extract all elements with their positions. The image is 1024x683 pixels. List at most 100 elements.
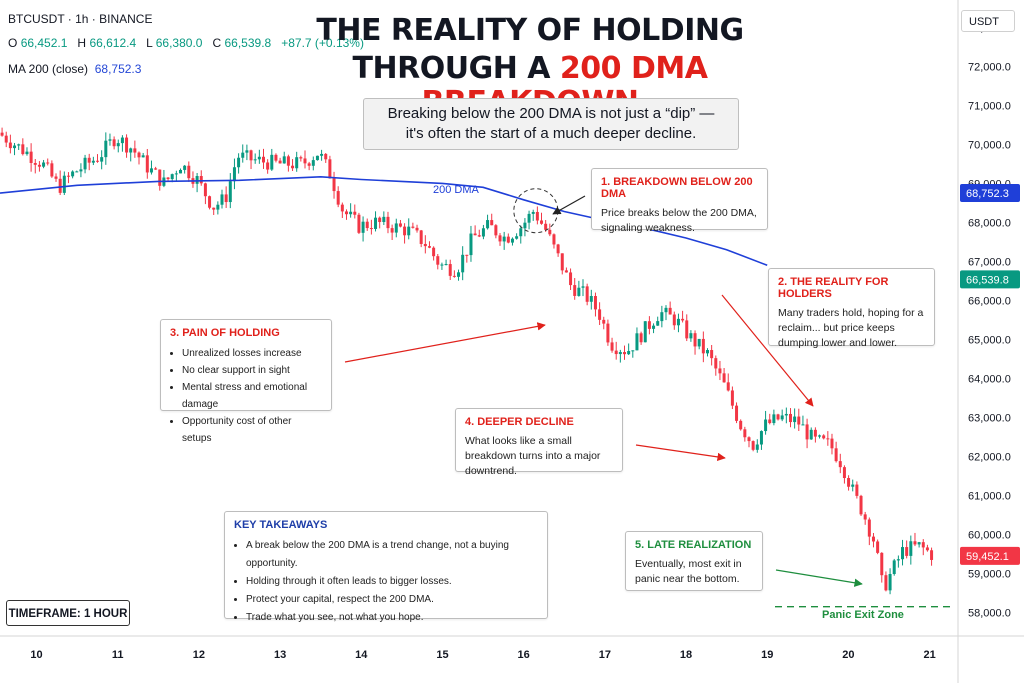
- candle-body: [469, 233, 473, 256]
- candle-body: [145, 155, 149, 173]
- ma-indicator-label[interactable]: MA 200 (close) 68,752.3: [8, 62, 142, 76]
- candle-body: [13, 145, 17, 149]
- candle-body: [42, 162, 46, 167]
- candle-body: [917, 542, 921, 545]
- candle-body: [606, 323, 610, 343]
- price-tick-label: 70,000.0: [968, 139, 1011, 151]
- candle-body: [506, 236, 510, 243]
- candle-body: [569, 272, 573, 286]
- candle-body: [527, 213, 531, 223]
- candle-body: [369, 228, 373, 230]
- candle-body: [552, 234, 556, 245]
- candle-body: [274, 154, 278, 161]
- candle-body: [228, 181, 232, 203]
- candle-body: [386, 216, 390, 229]
- price-tick-label: 66,000.0: [968, 295, 1011, 307]
- candle-body: [423, 243, 427, 247]
- candle-body: [303, 158, 307, 164]
- candle-body: [685, 320, 689, 339]
- price-tick-label: 61,000.0: [968, 491, 1011, 503]
- candle-body: [436, 256, 440, 265]
- pain-item: Opportunity cost of other setups: [182, 413, 322, 447]
- candle-body: [58, 178, 62, 193]
- candle-body: [664, 307, 668, 313]
- panic-zone-label: Panic Exit Zone: [822, 609, 904, 621]
- candle-body: [871, 536, 875, 542]
- price-tick-label: 62,000.0: [968, 452, 1011, 464]
- candle-body: [826, 438, 830, 440]
- candle-body: [295, 157, 299, 169]
- candle-body: [66, 175, 70, 177]
- price-tick-label: 63,000.0: [968, 412, 1011, 424]
- candle-body: [315, 155, 319, 161]
- ma-price-badge: 68,752.3: [966, 188, 1009, 200]
- candle-body: [623, 352, 627, 355]
- candle-body: [726, 382, 730, 391]
- holders-arrow: [721, 294, 814, 407]
- candle-body: [739, 420, 743, 430]
- price-tick-label: 68,000.0: [968, 217, 1011, 229]
- candle-body: [805, 424, 809, 440]
- timeframe-badge: TIMEFRAME: 1 HOUR: [6, 600, 130, 626]
- candle-body: [4, 135, 8, 143]
- candle-body: [502, 236, 506, 242]
- candle-body: [701, 338, 705, 354]
- time-tick-label: 14: [355, 649, 368, 661]
- candle-body: [419, 230, 423, 244]
- time-tick-label: 15: [436, 649, 448, 661]
- candle-body: [125, 137, 129, 153]
- price-badges: 68,752.3 66,539.8 59,452.1: [960, 184, 1020, 565]
- candle-body: [108, 139, 112, 141]
- candle-body: [278, 160, 282, 164]
- time-tick-label: 20: [842, 649, 854, 661]
- candle-body: [133, 148, 137, 153]
- candle-body: [838, 461, 842, 468]
- candle-body: [847, 478, 851, 487]
- candle-body: [311, 160, 315, 166]
- candle-body: [602, 319, 606, 324]
- price-tick-label: 65,000.0: [968, 334, 1011, 346]
- candle-body: [141, 155, 145, 158]
- annotations: [344, 188, 950, 608]
- candle-body: [324, 153, 328, 160]
- candle-body: [25, 151, 29, 155]
- candle-body: [398, 223, 402, 227]
- candle-body: [909, 541, 913, 556]
- currency-selector[interactable]: USDT: [961, 10, 1015, 32]
- candle-body: [444, 264, 448, 266]
- candle-body: [448, 264, 452, 276]
- takeaway-item: A break below the 200 DMA is a trend cha…: [246, 537, 538, 573]
- candle-body: [374, 217, 378, 229]
- candle-body: [237, 157, 241, 168]
- candle-body: [714, 358, 718, 369]
- candle-body: [116, 143, 120, 147]
- candle-body: [581, 286, 585, 288]
- takeaway-item: Protect your capital, respect the 200 DM…: [246, 591, 538, 609]
- candle-body: [498, 235, 502, 242]
- annotation-pain: 3. PAIN OF HOLDING Unrealized losses inc…: [160, 319, 332, 444]
- symbol-label[interactable]: BTCUSDT · 1h · BINANCE: [8, 12, 153, 26]
- candle-body: [432, 247, 436, 257]
- price-tick-label: 71,000.0: [968, 100, 1011, 112]
- candle-body: [925, 547, 929, 551]
- candle-body: [457, 272, 461, 277]
- candle-body: [490, 220, 494, 226]
- candle-body: [523, 222, 527, 229]
- candle-body: [104, 140, 108, 158]
- candle-body: [784, 413, 788, 416]
- key-takeaways: KEY TAKEAWAYS A break below the 200 DMA …: [224, 511, 548, 623]
- candle-body: [349, 211, 353, 215]
- candle-body: [328, 159, 332, 179]
- candle-body: [548, 229, 552, 235]
- candle-body: [614, 350, 618, 355]
- candle-body: [494, 225, 498, 236]
- candle-body: [647, 321, 651, 329]
- candle-body: [635, 333, 639, 351]
- candle-body: [54, 176, 58, 179]
- annotation-holders: 2. THE REALITY FOR HOLDERS Many traders …: [768, 268, 935, 349]
- candle-body: [776, 414, 780, 420]
- candle-body: [407, 226, 411, 236]
- candle-body: [382, 216, 386, 223]
